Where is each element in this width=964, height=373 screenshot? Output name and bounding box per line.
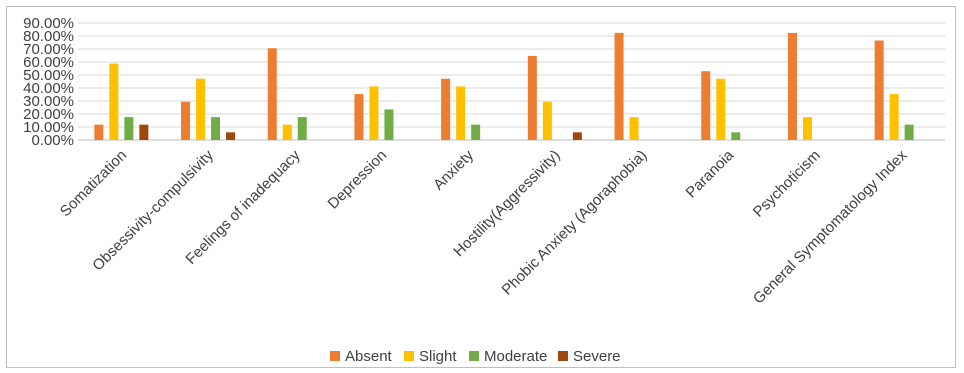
- legend-item-slight: Slight: [404, 348, 457, 365]
- legend-label: Moderate: [484, 348, 547, 365]
- legend: Absent Slight Moderate Severe: [330, 348, 621, 365]
- legend-label: Slight: [419, 348, 457, 365]
- bar-severe-0: [139, 124, 149, 140]
- bar-absent-2: [267, 48, 277, 140]
- x-category-label: Psychoticism: [750, 147, 824, 221]
- legend-label: Absent: [345, 348, 393, 365]
- bar-moderate-0: [124, 117, 134, 140]
- bar-slight-9: [889, 94, 899, 140]
- bar-slight-3: [369, 86, 379, 140]
- legend-item-moderate: Moderate: [469, 348, 547, 365]
- bar-moderate-2: [297, 117, 307, 140]
- legend-swatch: [469, 351, 479, 361]
- y-tick-label: 30.00%: [23, 93, 74, 110]
- y-tick-label: 10.00%: [23, 119, 74, 136]
- bar-absent-4: [441, 78, 451, 140]
- bar-slight-7: [716, 78, 726, 140]
- y-tick-label: 70.00%: [23, 41, 74, 58]
- y-tick-label: 20.00%: [23, 106, 74, 123]
- legend-item-severe: Severe: [558, 348, 621, 365]
- bar-absent-3: [354, 94, 364, 140]
- bar-severe-5: [572, 132, 582, 140]
- x-axis-categories: SomatizationObsessivity-compulsivityFeel…: [57, 146, 911, 307]
- bar-absent-1: [181, 101, 191, 140]
- bar-slight-4: [456, 86, 466, 140]
- bar-slight-6: [629, 117, 639, 140]
- bar-slight-0: [109, 63, 119, 141]
- x-category-label: Somatization: [57, 147, 130, 220]
- y-tick-label: 0.00%: [31, 132, 74, 149]
- bar-absent-5: [527, 55, 537, 140]
- y-tick-label: 50.00%: [23, 67, 74, 84]
- legend-item-absent: Absent: [330, 348, 393, 365]
- bar-moderate-7: [731, 132, 741, 140]
- y-tick-label: 90.00%: [23, 15, 74, 32]
- legend-swatch: [404, 351, 414, 361]
- gridlines: [78, 22, 945, 141]
- y-tick-label: 60.00%: [23, 54, 74, 71]
- bar-absent-0: [94, 124, 104, 140]
- x-category-label: Phobic Anxiety (Agoraphobia): [499, 147, 651, 299]
- bar-slight-8: [802, 117, 812, 140]
- legend-swatch: [330, 351, 340, 361]
- bar-severe-1: [226, 132, 236, 140]
- bars: [94, 32, 914, 141]
- bar-moderate-3: [384, 109, 394, 140]
- bar-slight-2: [282, 124, 292, 140]
- bar-moderate-1: [211, 117, 221, 140]
- bar-moderate-4: [471, 124, 481, 140]
- bar-slight-1: [196, 78, 206, 140]
- bar-absent-8: [787, 32, 797, 140]
- bar-absent-6: [614, 32, 624, 140]
- x-category-label: Depression: [325, 147, 391, 213]
- legend-swatch: [558, 351, 568, 361]
- legend-label: Severe: [573, 348, 621, 365]
- y-axis-ticks: 0.00%10.00%20.00%30.00%40.00%50.00%60.00…: [23, 15, 74, 149]
- bar-moderate-9: [904, 124, 914, 140]
- x-category-label: General Symptomatology Index: [750, 146, 911, 307]
- chart-frame: [6, 6, 956, 368]
- bar-absent-9: [874, 40, 884, 140]
- bar-slight-5: [542, 101, 552, 140]
- y-tick-label: 40.00%: [23, 80, 74, 97]
- bar-absent-7: [701, 71, 711, 140]
- x-category-label: Paranoia: [683, 146, 738, 201]
- y-tick-label: 80.00%: [23, 28, 74, 45]
- x-category-label: Anxiety: [430, 146, 477, 193]
